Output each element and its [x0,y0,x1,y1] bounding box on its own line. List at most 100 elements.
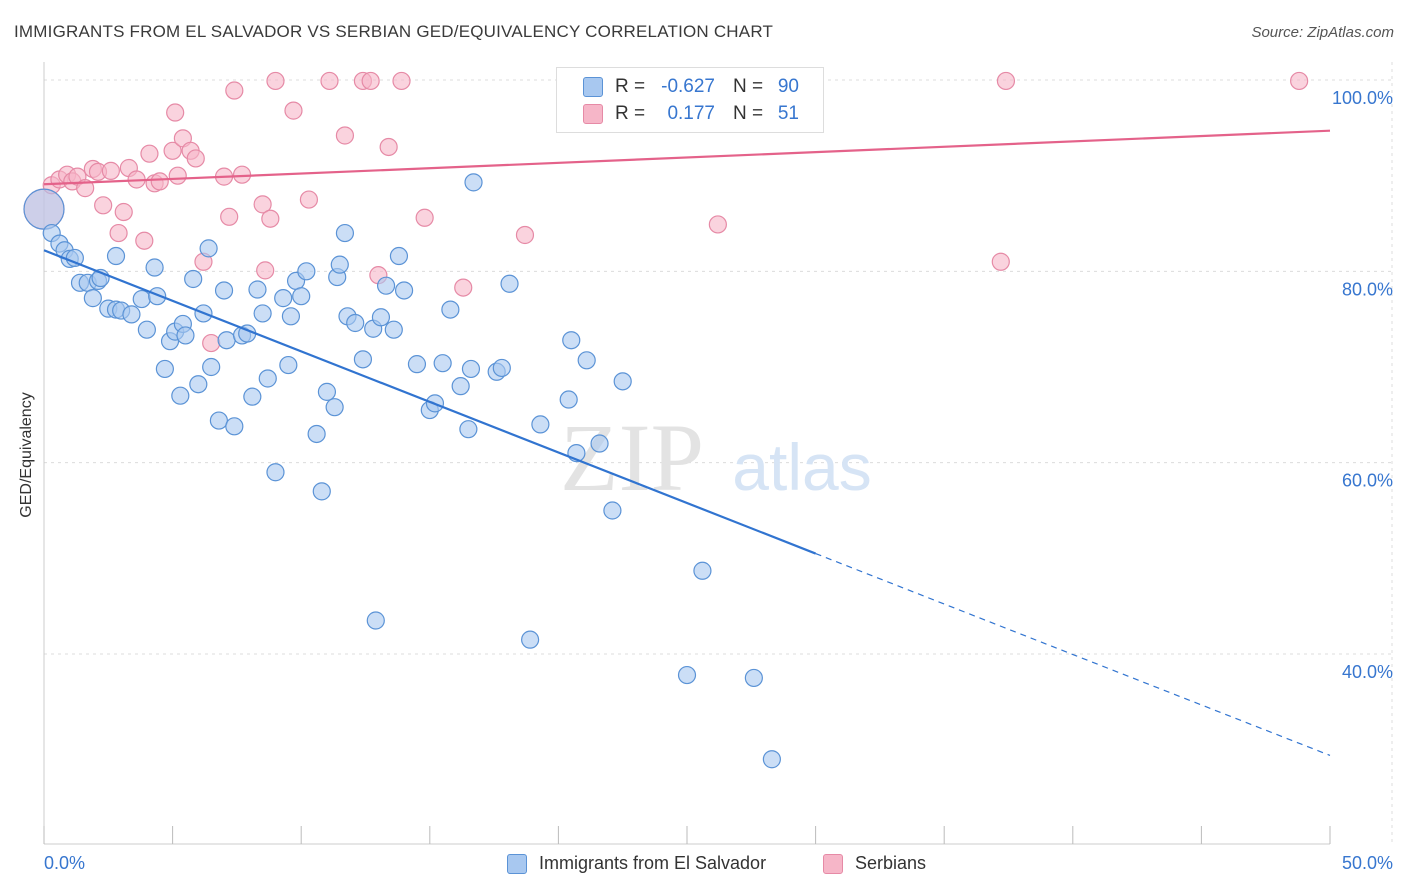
serbian-point [168,166,187,185]
el-salvador-point [281,307,301,326]
el-salvador-point [562,331,581,350]
el-salvador-point [590,434,609,453]
el-salvador-point [441,300,460,319]
el-salvador-point [461,359,481,379]
n-value: 51 [777,103,799,124]
el-salvador-point [297,262,316,281]
n-label: N = [733,76,764,97]
r-label: R = [615,103,646,124]
el-salvador-point [531,415,550,434]
x-tick-label: 50.0% [1342,853,1393,873]
el-salvador-point [145,258,164,277]
r-value: -0.627 [661,76,715,97]
serbian-point [392,71,411,91]
el-salvador-point [132,289,151,309]
serbian-point [94,196,113,215]
el-salvador-point [335,223,355,243]
serbian-point [256,261,275,280]
el-salvador-point [122,305,141,324]
el-salvador-point [217,331,236,350]
serbian-point [454,278,473,297]
el-salvador-point [762,750,781,769]
el-salvador-point [176,326,195,345]
el-salvador-point [366,611,385,630]
el-salvador-point [407,355,427,374]
el-salvador-point [376,276,396,295]
el-salvador-point [243,387,262,406]
serbian-point [996,71,1016,91]
el-salvador-point [199,239,218,258]
el-salvador-point [83,289,102,308]
el-salvador-point [292,287,311,306]
el-salvador-point [279,355,298,375]
serbian-point [150,172,169,191]
serbian-point [266,71,285,91]
r-label: R = [615,76,646,97]
serbian-point [284,101,303,120]
el-salvador-point [521,630,540,649]
serbian-point [135,231,154,250]
serbian-point [379,137,398,157]
el-salvador-point [258,369,277,388]
el-salvador-point [253,304,272,323]
pink-swatch [823,854,843,874]
el-salvador-trend-extension [815,552,1331,756]
el-salvador-point [330,255,349,274]
el-salvador-point [492,358,511,378]
serbian-point [335,126,355,145]
el-salvador-point [214,281,234,300]
el-salvador-point [184,269,203,289]
el-salvador-point [23,188,65,230]
el-salvador-point [137,320,156,339]
el-salvador-point [209,411,228,430]
el-salvador-point [577,351,596,370]
stats-legend: R = -0.627 N = 90 R = 0.177 N = 51 [556,67,824,133]
el-salvador-point [613,372,632,391]
el-salvador-point [346,313,365,333]
el-salvador-trend-line [43,249,817,555]
el-salvador-point [155,359,174,379]
el-salvador-point [106,246,126,266]
el-salvador-point [559,390,578,409]
serbian-point [109,223,128,243]
serbian-point [101,161,120,180]
serbian-point [202,333,221,353]
x-tick-label: 0.0% [44,853,85,873]
el-salvador-point [500,274,519,293]
serbian-point [415,208,434,227]
el-salvador-point [433,354,452,373]
n-value: 90 [777,76,799,97]
el-salvador-point [317,382,337,401]
chart-title: IMMIGRANTS FROM EL SALVADOR VS SERBIAN G… [14,22,774,41]
r-value: 0.177 [667,103,715,124]
serbian-point [186,149,205,168]
blue-swatch [507,854,527,874]
el-salvador-point [451,377,470,396]
serbian-point [76,179,95,198]
el-salvador-point [225,417,244,436]
y-tick-label: 40.0% [1342,662,1393,682]
stats-legend-row-blue: R = -0.627 N = 90 [557,73,823,101]
serbian-trend-line [43,129,1331,186]
serbian-point [163,141,182,160]
el-salvador-point [266,463,285,482]
el-salvador-point [394,281,414,300]
serbian-point [225,81,244,100]
serbian-point [140,144,159,163]
el-salvador-point [274,289,293,308]
legend-label: Serbians [855,853,927,873]
stats-legend-row-pink: R = 0.177 N = 51 [557,100,823,128]
y-tick-label: 100.0% [1332,88,1393,108]
el-salvador-point [171,386,190,405]
el-salvador-point [325,398,344,417]
watermark-atlas: atlas [732,430,871,504]
serbian-point [361,71,380,91]
serbian-point [114,202,133,222]
serbian-point [1290,71,1309,91]
serbian-point [991,252,1010,271]
el-salvador-point [384,320,403,339]
pink-swatch [583,104,603,124]
blue-swatch [583,77,603,97]
el-salvador-point [248,280,267,299]
